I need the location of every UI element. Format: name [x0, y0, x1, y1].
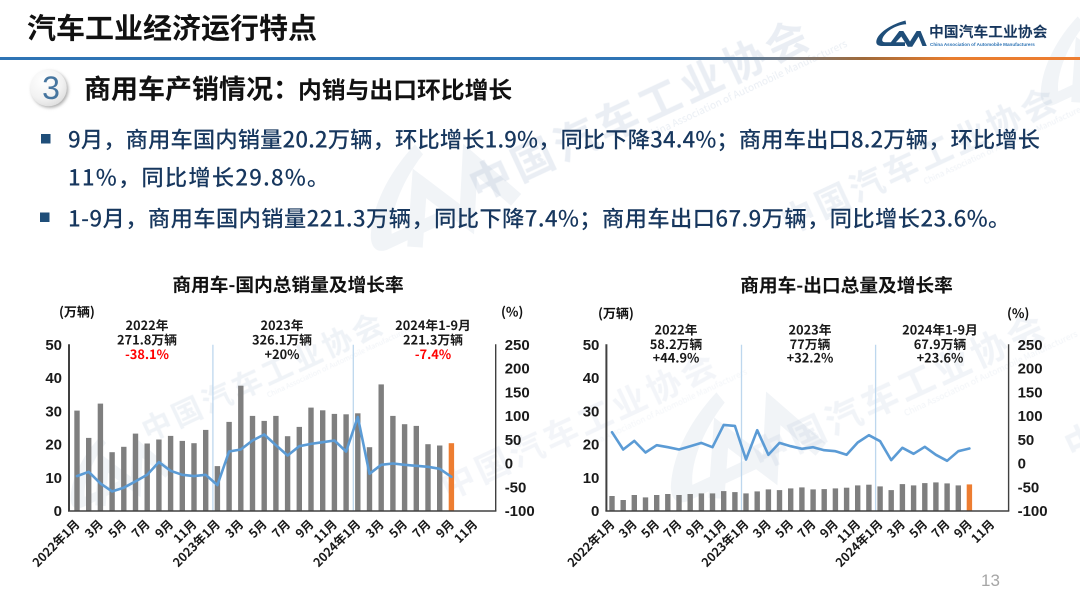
svg-text:0: 0: [1018, 456, 1026, 473]
svg-text:30: 30: [45, 403, 62, 420]
svg-text:0: 0: [591, 503, 599, 520]
svg-text:30: 30: [583, 403, 600, 420]
svg-text:250: 250: [1018, 337, 1043, 354]
svg-text:100: 100: [1018, 408, 1043, 425]
svg-text:20: 20: [45, 437, 62, 454]
svg-text:200: 200: [1018, 361, 1043, 378]
svg-text:50: 50: [583, 337, 600, 354]
svg-text:-50: -50: [1018, 479, 1040, 496]
svg-text:50: 50: [505, 432, 522, 449]
svg-text:China Association of Automobil: China Association of Automobile Manufact…: [930, 42, 1035, 47]
svg-text:150: 150: [505, 384, 530, 401]
svg-text:50: 50: [45, 337, 62, 354]
svg-text:200: 200: [505, 361, 530, 378]
svg-text:3: 3: [42, 70, 60, 106]
svg-text:10: 10: [583, 470, 600, 487]
svg-text:10: 10: [45, 470, 62, 487]
svg-text:-100: -100: [505, 503, 535, 520]
svg-text:13: 13: [981, 571, 1000, 590]
svg-text:100: 100: [505, 408, 530, 425]
svg-text:40: 40: [583, 370, 600, 387]
svg-text:0: 0: [54, 503, 62, 520]
svg-text:50: 50: [1018, 432, 1035, 449]
svg-text:40: 40: [45, 370, 62, 387]
svg-text:150: 150: [1018, 384, 1043, 401]
svg-text:250: 250: [505, 337, 530, 354]
svg-text:-50: -50: [505, 479, 527, 496]
svg-text:-100: -100: [1018, 503, 1048, 520]
svg-text:20: 20: [583, 437, 600, 454]
svg-text:0: 0: [505, 456, 513, 473]
